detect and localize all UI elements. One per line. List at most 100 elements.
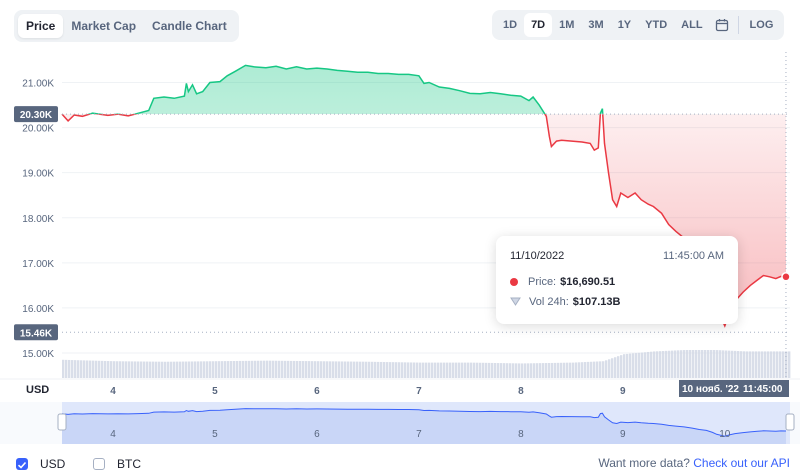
- volume-bar: [233, 361, 236, 378]
- volume-bar: [713, 350, 716, 378]
- calendar-icon: [715, 19, 728, 32]
- volume-bar: [95, 360, 98, 378]
- volume-bar: [695, 350, 698, 378]
- navigator-tick-label: 8: [518, 429, 524, 440]
- price-chart[interactable]: 21.00K 20.00K 19.00K 18.00K 17.00K 16.00K 15.0…: [0, 0, 800, 452]
- volume-bar: [311, 361, 314, 378]
- volume-bar: [125, 361, 128, 378]
- volume-bar: [638, 352, 641, 378]
- y-tick-label: 16.00K: [22, 304, 54, 315]
- volume-bar: [80, 360, 83, 378]
- volume-bar: [419, 362, 422, 378]
- navigator-handle-left[interactable]: [57, 413, 67, 431]
- volume-bar: [644, 352, 647, 378]
- volume-bar: [542, 363, 545, 378]
- tab-market-cap[interactable]: Market Cap: [71, 19, 137, 33]
- volume-bar: [254, 360, 257, 378]
- highlight-point: [781, 272, 791, 282]
- x-tick-label: 6: [314, 386, 320, 397]
- volume-bar: [110, 361, 113, 378]
- tab-candle-chart[interactable]: Candle Chart: [152, 19, 227, 33]
- volume-bar: [308, 361, 311, 378]
- navigator-tick-label: 6: [314, 429, 320, 440]
- volume-bar: [137, 361, 140, 378]
- volume-bar: [131, 361, 134, 378]
- volume-bar: [434, 362, 437, 378]
- volume-bar: [386, 362, 389, 378]
- y-tick-label: 18.00K: [22, 214, 54, 225]
- range-1y[interactable]: 1Y: [617, 19, 632, 31]
- volume-bar: [536, 363, 539, 378]
- range-7d[interactable]: 7D: [524, 13, 553, 37]
- volume-bar: [569, 362, 572, 378]
- navigator-line: [61, 408, 787, 437]
- y-tick-label: 20.00K: [22, 124, 54, 135]
- volume-bar: [587, 361, 590, 378]
- volume-bar: [296, 360, 299, 378]
- volume-bar: [758, 351, 761, 378]
- volume-bar: [362, 361, 365, 378]
- calendar-button[interactable]: [710, 13, 734, 37]
- range-ytd[interactable]: YTD: [645, 19, 668, 31]
- volume-bar: [551, 362, 554, 378]
- volume-bar: [209, 361, 212, 378]
- x-tick-label: 5: [212, 386, 218, 397]
- volume-bar: [686, 350, 689, 378]
- volume-bar: [737, 351, 740, 378]
- volume-bar: [728, 350, 731, 378]
- volume-bar: [581, 362, 584, 378]
- reference-price-badge: [14, 106, 58, 123]
- volume-bar: [242, 360, 245, 378]
- volume-bar: [602, 361, 605, 378]
- volume-bar: [401, 362, 404, 378]
- range-1m[interactable]: 1M: [559, 19, 575, 31]
- volume-bar: [299, 361, 302, 378]
- volume-bar: [719, 350, 722, 378]
- navigator-handle-right[interactable]: [785, 413, 795, 431]
- navigator-tick-label: 4: [110, 429, 116, 440]
- volume-bar: [731, 350, 734, 378]
- volume-bar: [605, 360, 608, 378]
- volume-bar: [659, 351, 662, 378]
- volume-bar: [704, 350, 707, 378]
- tooltip-volume-label: Vol 24h:: [529, 296, 569, 308]
- usd-checkbox[interactable]: [16, 458, 28, 470]
- tab-price[interactable]: Price: [18, 14, 64, 38]
- more-data-label: Want more data?: [598, 456, 690, 470]
- volume-bar: [596, 361, 599, 378]
- volume-bar: [515, 363, 518, 378]
- volume-bar: [473, 362, 476, 378]
- volume-bar: [173, 361, 176, 378]
- volume-bar: [62, 359, 65, 378]
- volume-bar: [554, 362, 557, 378]
- price-dot-icon: [510, 278, 518, 286]
- range-all[interactable]: ALL: [681, 19, 703, 31]
- volume-bar: [464, 362, 467, 378]
- usd-checkbox-label[interactable]: USD: [40, 457, 66, 471]
- btc-checkbox[interactable]: [93, 458, 105, 470]
- volume-bar: [647, 351, 650, 378]
- price-line-up: [62, 64, 604, 115]
- volume-bar: [350, 361, 353, 378]
- y-tick-label: 21.00K: [22, 79, 54, 90]
- volume-bar: [134, 361, 137, 378]
- volume-bar: [509, 363, 512, 378]
- range-3m[interactable]: 3M: [588, 19, 604, 31]
- volume-bar: [323, 361, 326, 378]
- volume-bar: [305, 361, 308, 378]
- volume-bar: [533, 363, 536, 378]
- log-scale-toggle[interactable]: LOG: [749, 19, 774, 31]
- volume-bar: [476, 362, 479, 378]
- volume-bar: [752, 351, 755, 378]
- api-link[interactable]: Check out our API: [693, 456, 790, 470]
- volume-bar: [437, 362, 440, 378]
- volume-bar: [230, 361, 233, 378]
- volume-bar: [548, 362, 551, 378]
- volume-bar: [683, 350, 686, 378]
- btc-checkbox-label[interactable]: BTC: [117, 457, 141, 471]
- more-data-text: Want more data? Check out our API: [598, 456, 790, 470]
- volume-bar: [512, 363, 515, 378]
- volume-bar: [572, 362, 575, 378]
- volume-bar: [506, 363, 509, 378]
- range-1d[interactable]: 1D: [503, 19, 518, 31]
